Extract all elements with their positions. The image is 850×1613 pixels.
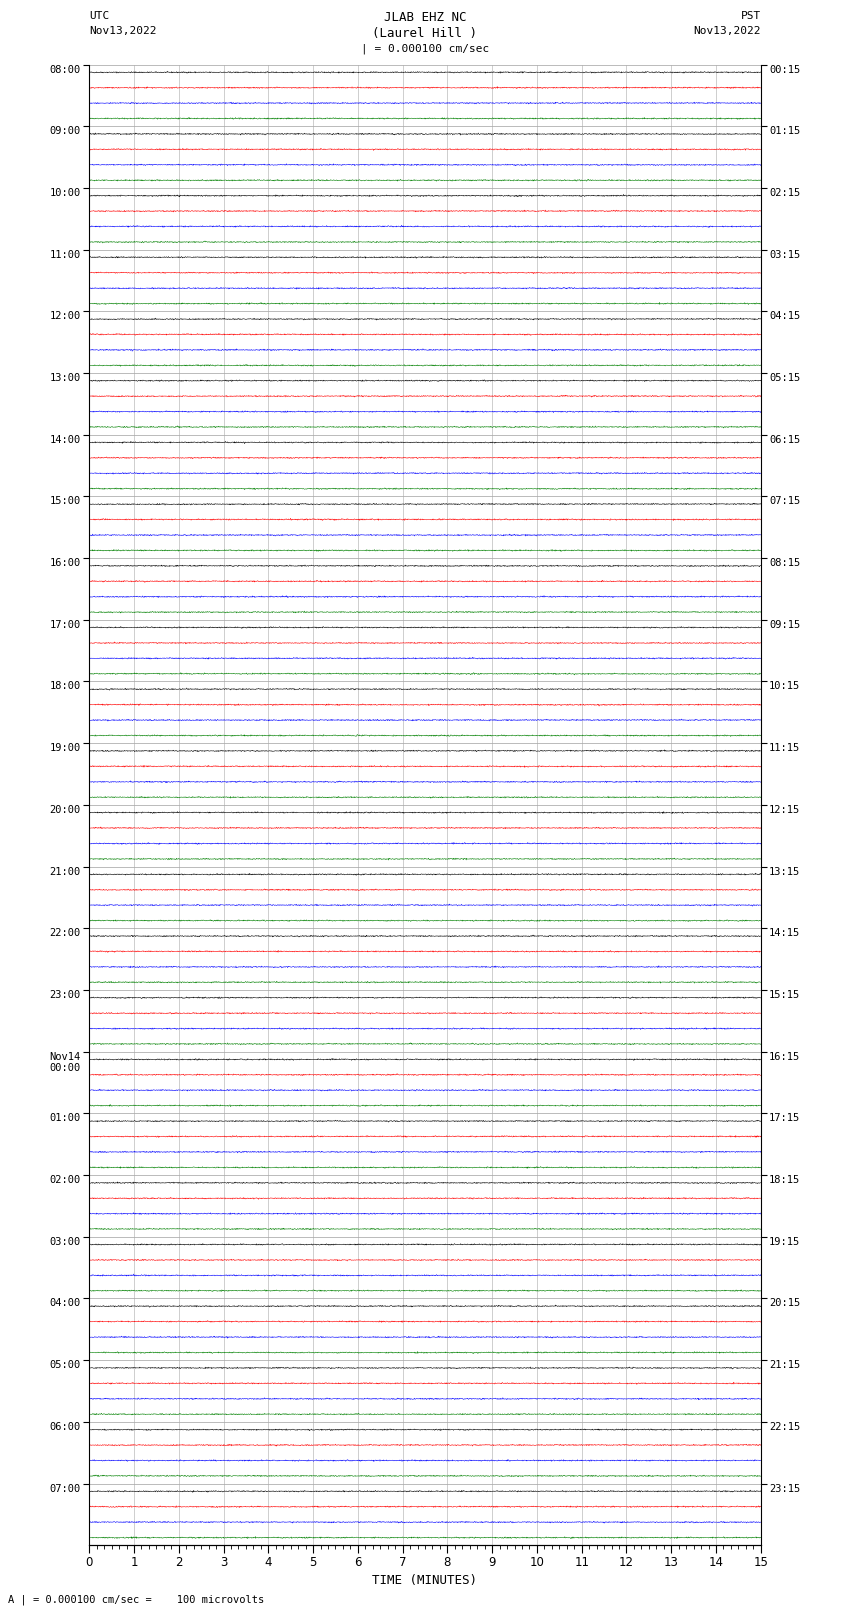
Text: Nov13,2022: Nov13,2022 xyxy=(694,26,761,35)
Text: UTC: UTC xyxy=(89,11,110,21)
Text: Nov13,2022: Nov13,2022 xyxy=(89,26,156,35)
X-axis label: TIME (MINUTES): TIME (MINUTES) xyxy=(372,1574,478,1587)
Text: A | = 0.000100 cm/sec =    100 microvolts: A | = 0.000100 cm/sec = 100 microvolts xyxy=(8,1594,264,1605)
Text: (Laurel Hill ): (Laurel Hill ) xyxy=(372,27,478,40)
Text: JLAB EHZ NC: JLAB EHZ NC xyxy=(383,11,467,24)
Text: PST: PST xyxy=(740,11,761,21)
Text: | = 0.000100 cm/sec: | = 0.000100 cm/sec xyxy=(361,44,489,55)
